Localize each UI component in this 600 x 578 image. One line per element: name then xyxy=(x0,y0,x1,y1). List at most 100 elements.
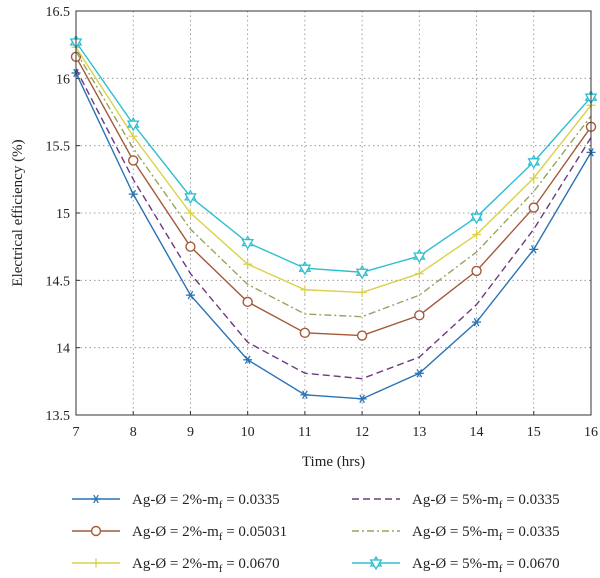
legend-label: Ag-Ø = 5%-mf = 0.0335 xyxy=(412,492,560,511)
series-point xyxy=(126,116,140,132)
legend-label-main: Ag-Ø = 2%-m xyxy=(132,524,219,540)
series-point xyxy=(357,287,367,297)
series-point-stroke xyxy=(302,390,308,400)
legend-label-value: = 0.0670 xyxy=(222,556,279,572)
series-point xyxy=(184,189,197,205)
series-point xyxy=(529,173,539,183)
series-point-triangle xyxy=(369,559,383,571)
legend-label-value: = 0.0670 xyxy=(502,556,559,572)
series-point-stroke xyxy=(130,189,137,199)
series-5 xyxy=(69,34,598,280)
series-point xyxy=(185,290,195,300)
grid-lines xyxy=(75,10,592,416)
series-point-stroke xyxy=(93,494,99,504)
series-2 xyxy=(70,51,597,341)
series-point xyxy=(472,317,482,327)
y-tick-label: 14.5 xyxy=(46,274,71,289)
y-tick-labels: 13.5 14 14.5 15 15.5 16 16.5 xyxy=(46,5,71,424)
x-tick-label: 15 xyxy=(527,425,541,440)
x-tick-label: 8 xyxy=(130,425,137,440)
legend-label-value: = 0.0335 xyxy=(222,492,279,508)
y-tick-label: 15 xyxy=(56,207,70,222)
series-point xyxy=(413,248,426,264)
series-point xyxy=(299,327,311,339)
legend-label-main: Ag-Ø = 5%-m xyxy=(412,524,499,540)
series-line xyxy=(75,56,592,337)
series-point-stroke xyxy=(473,317,480,327)
y-axis-label: Electrical efficiency (%) xyxy=(10,139,26,286)
legend-item: Ag-Ø = 2%-mf = 0.0670 xyxy=(72,556,280,575)
series-line xyxy=(75,72,592,400)
series-line xyxy=(75,46,592,294)
series-point-triangle xyxy=(126,120,140,132)
x-tick-label: 12 xyxy=(355,425,369,440)
y-tick-label: 16 xyxy=(56,72,70,87)
series-point xyxy=(414,369,424,378)
series-line xyxy=(75,41,592,273)
legend-label: Ag-Ø = 2%-mf = 0.0335 xyxy=(132,492,280,511)
legend-label-subscript: f xyxy=(499,531,503,543)
series-point xyxy=(243,259,253,269)
series-point xyxy=(91,494,101,504)
series-0 xyxy=(71,68,596,404)
series-point xyxy=(242,296,253,308)
legend-label: Ag-Ø = 2%-mf = 0.0670 xyxy=(132,556,280,575)
series-layer xyxy=(69,34,598,404)
legend-item: Ag-Ø = 5%-mf = 0.0335 xyxy=(352,492,560,511)
series-point xyxy=(300,390,310,400)
series-point-triangle xyxy=(413,252,426,264)
series-point xyxy=(357,394,367,404)
series-point-triangle xyxy=(527,158,541,170)
legend-label-value: = 0.0335 xyxy=(502,492,559,508)
x-tick-label: 10 xyxy=(241,425,255,440)
series-point xyxy=(128,131,138,141)
x-tick-label: 13 xyxy=(412,425,426,440)
legend-item: Ag-Ø = 2%-mf = 0.0335 xyxy=(72,492,280,511)
legend-label-subscript: f xyxy=(219,531,223,543)
legend-item: Ag-Ø = 5%-mf = 0.0670 xyxy=(352,555,560,575)
series-point xyxy=(471,265,482,277)
series-3 xyxy=(75,51,592,318)
series-point xyxy=(128,189,138,199)
x-tick-label: 9 xyxy=(187,425,194,440)
legend-item: Ag-Ø = 2%-mf = 0.05031 xyxy=(72,524,287,543)
legend-label-subscript: f xyxy=(499,499,503,511)
x-tick-labels: 7 8 9 10 11 12 13 14 15 16 xyxy=(73,425,599,440)
y-tick-label: 13.5 xyxy=(46,409,71,424)
series-point xyxy=(90,525,102,537)
legend-label-main: Ag-Ø = 5%-m xyxy=(412,492,499,508)
legend-label: Ag-Ø = 5%-mf = 0.0335 xyxy=(412,524,560,543)
series-point xyxy=(128,155,139,166)
plot-frame xyxy=(75,10,592,416)
series-point xyxy=(243,355,253,365)
series-point-stroke xyxy=(416,369,423,378)
legend-label-subscript: f xyxy=(499,563,503,575)
series-point-triangle xyxy=(241,238,254,250)
series-point xyxy=(470,209,483,225)
series-point xyxy=(356,330,368,341)
y-tick-label: 14 xyxy=(56,342,70,357)
series-4 xyxy=(71,42,596,297)
legend-label-main: Ag-Ø = 5%-m xyxy=(412,556,499,572)
series-point xyxy=(185,241,196,252)
series-point xyxy=(414,269,424,279)
series-point xyxy=(527,154,541,170)
x-tick-label: 16 xyxy=(584,425,598,440)
legend-label-main: Ag-Ø = 2%-m xyxy=(132,556,219,572)
y-tick-label: 16.5 xyxy=(46,5,71,20)
series-point xyxy=(91,558,101,568)
series-point xyxy=(355,264,369,280)
series-point xyxy=(241,235,254,250)
series-point xyxy=(185,208,195,218)
x-axis-label: Time (hrs) xyxy=(302,454,365,470)
legend-label-subscript: f xyxy=(219,499,223,511)
legend-label-value: = 0.0335 xyxy=(502,524,559,540)
legend: Ag-Ø = 2%-mf = 0.0335 Ag-Ø = 5%-mf = 0.03… xyxy=(72,492,560,575)
series-point-triangle xyxy=(470,213,483,225)
series-point-triangle xyxy=(355,268,369,280)
y-tick-label: 15.5 xyxy=(46,140,71,155)
legend-label-value: = 0.05031 xyxy=(222,524,287,540)
series-point-stroke xyxy=(244,355,251,365)
series-point xyxy=(529,245,539,254)
